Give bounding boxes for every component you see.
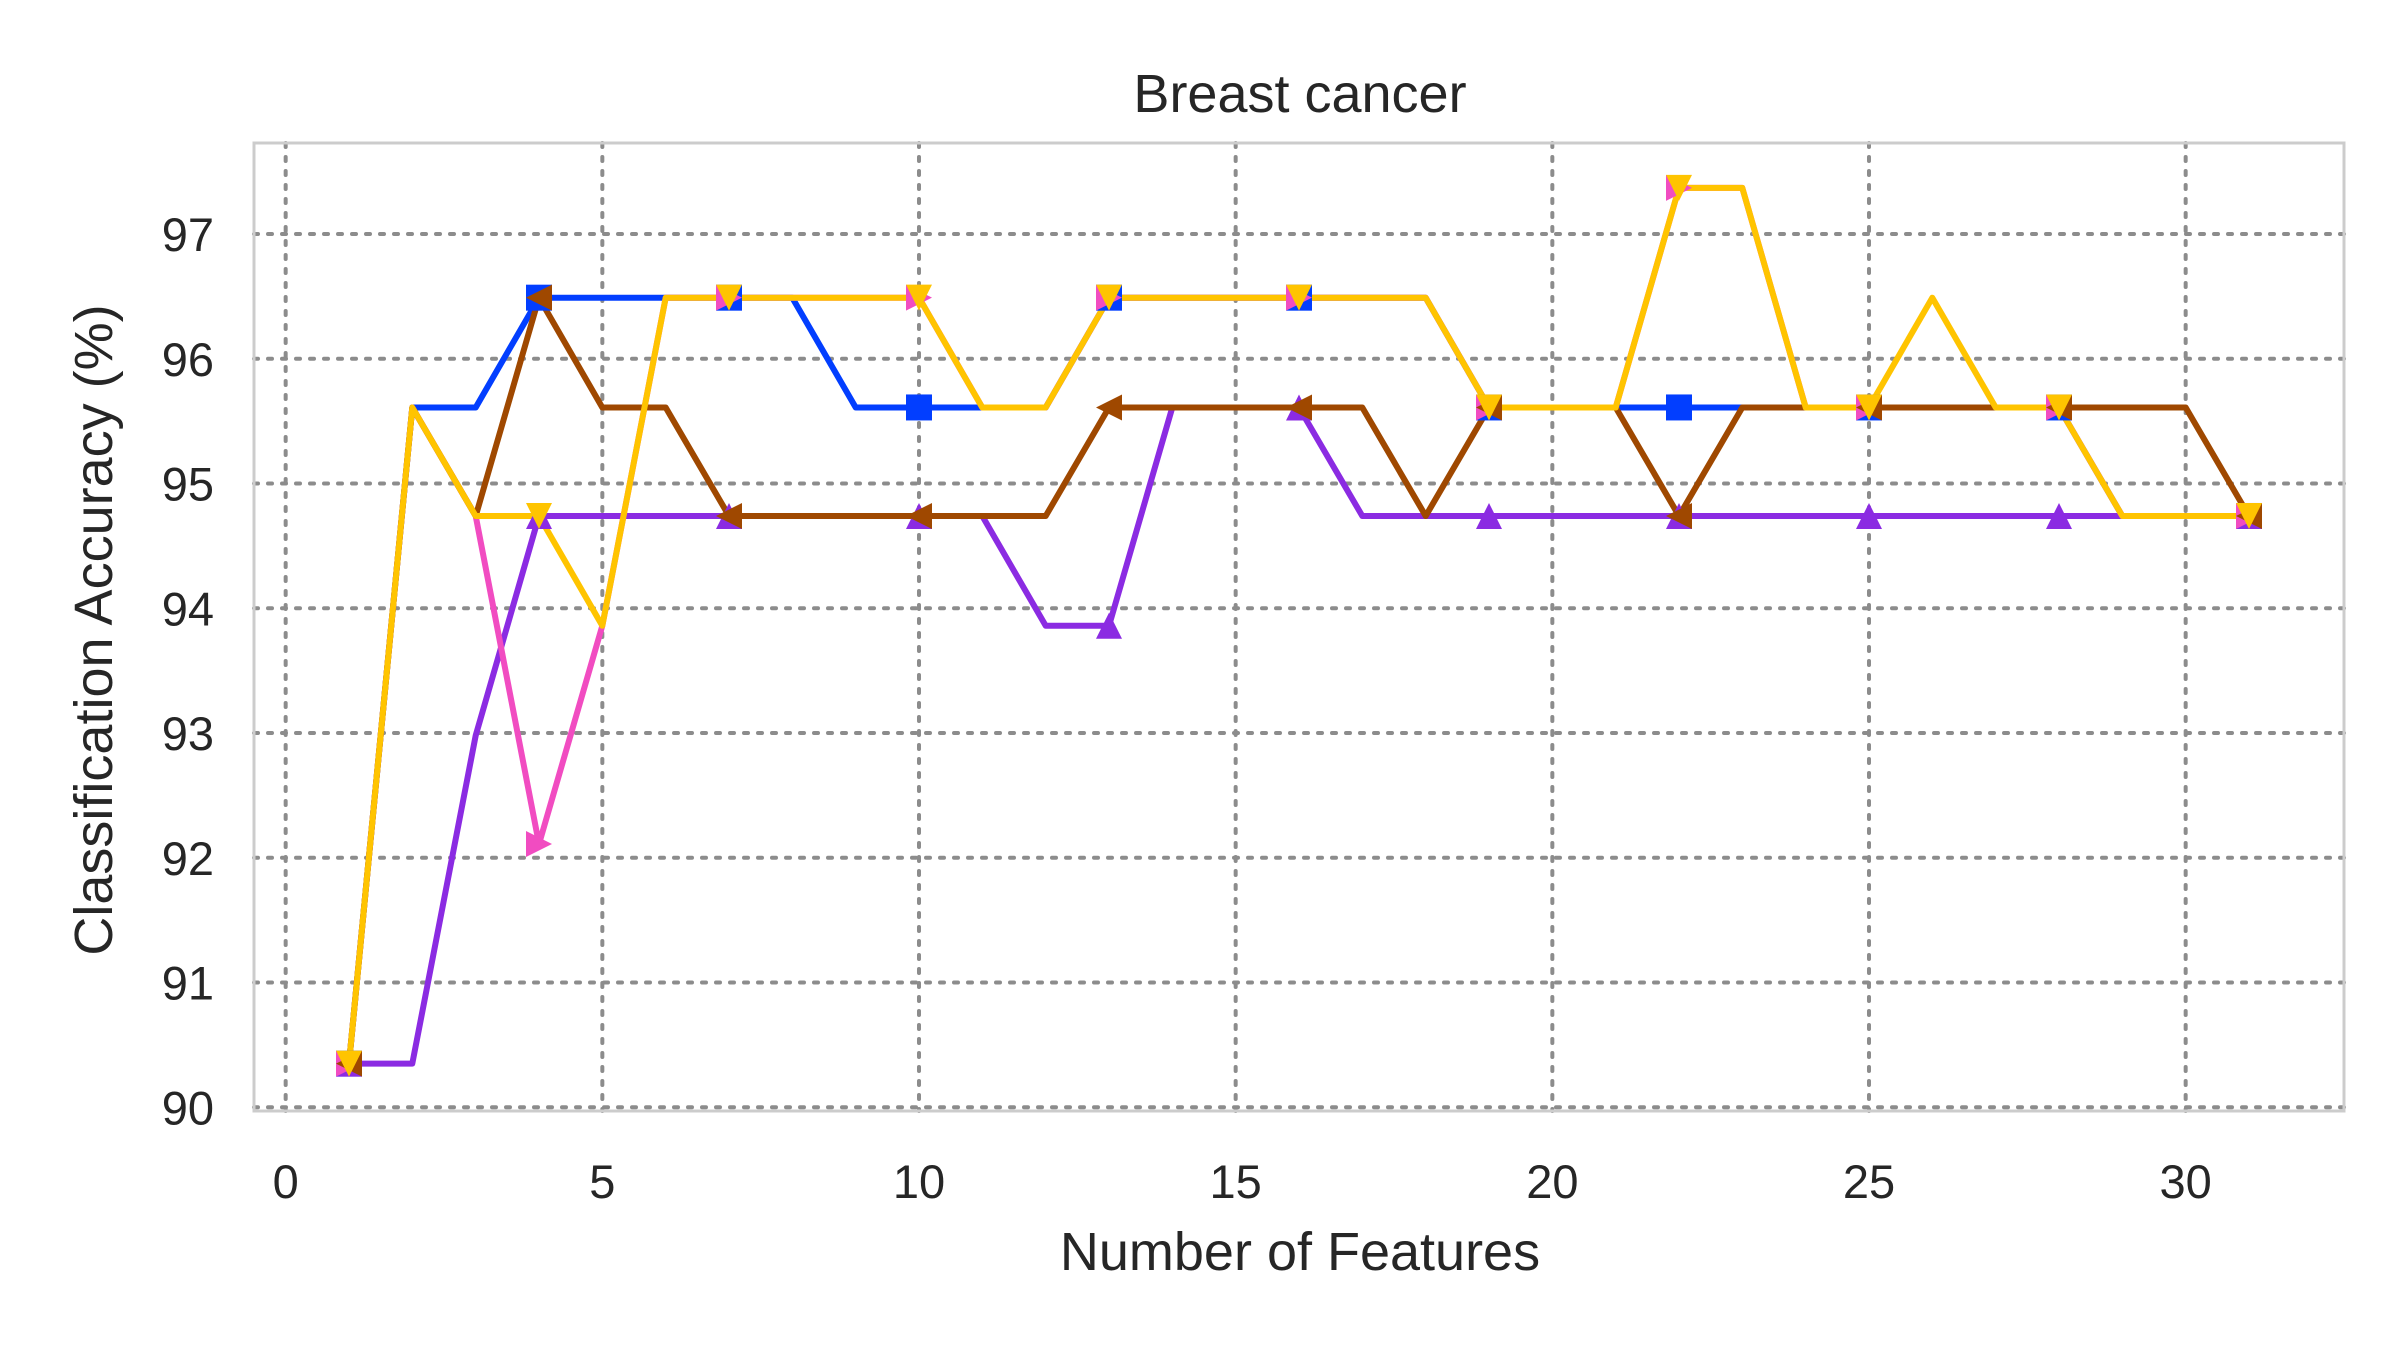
x-tick-label: 25 bbox=[1843, 1155, 1895, 1208]
y-tick-label: 95 bbox=[162, 458, 214, 511]
y-tick-label: 94 bbox=[162, 582, 214, 635]
x-tick-label: 30 bbox=[2160, 1155, 2212, 1208]
series-2-line bbox=[346, 184, 2249, 1064]
plot-frame bbox=[252, 141, 2346, 1113]
series-3-marker bbox=[1096, 394, 1122, 421]
series-1-marker bbox=[2046, 502, 2072, 529]
series-1-line bbox=[349, 404, 2249, 1067]
y-tick-label: 97 bbox=[162, 208, 214, 261]
y-axis-label: Classification Accuracy (%) bbox=[64, 304, 124, 955]
series-4-line bbox=[346, 184, 2249, 1064]
series-4-marker bbox=[1856, 394, 1882, 421]
grid-lines bbox=[252, 141, 2346, 1113]
x-tick-label: 20 bbox=[1526, 1155, 1578, 1208]
series-markers bbox=[336, 174, 2262, 1077]
series-3-marker bbox=[1286, 394, 1312, 421]
x-tick-label: 10 bbox=[893, 1155, 945, 1208]
series-lines bbox=[346, 184, 2252, 1067]
x-tick-label: 0 bbox=[273, 1155, 299, 1208]
series-4-marker bbox=[906, 284, 932, 311]
series-1-marker bbox=[1476, 502, 1502, 529]
series-4-marker bbox=[716, 284, 742, 311]
x-tick-label: 5 bbox=[589, 1155, 615, 1208]
series-4-marker bbox=[1286, 284, 1312, 311]
x-axis-label: Number of Features bbox=[1060, 1222, 1540, 1282]
x-tick-label: 15 bbox=[1210, 1155, 1262, 1208]
series-4-marker bbox=[1666, 174, 1692, 201]
series-3-marker bbox=[716, 502, 742, 529]
series-3-marker bbox=[1666, 502, 1692, 529]
y-tick-label: 96 bbox=[162, 333, 214, 386]
axis-ticks: 0 5 10 15 20 25 30 90 91 92 93 94 95 96 97 bbox=[162, 208, 2212, 1208]
series-4-marker bbox=[2236, 502, 2262, 529]
series-4-marker bbox=[1476, 394, 1502, 421]
y-tick-label: 92 bbox=[162, 832, 214, 885]
y-tick-label: 93 bbox=[162, 707, 214, 760]
series-0-marker bbox=[906, 394, 932, 421]
series-1-marker bbox=[1096, 612, 1122, 639]
series-3-marker bbox=[906, 502, 932, 529]
series-2-marker bbox=[526, 831, 552, 858]
series-3-marker bbox=[526, 284, 552, 311]
series-1-marker bbox=[1856, 502, 1882, 529]
series-4-marker bbox=[2046, 394, 2072, 421]
y-tick-label: 91 bbox=[162, 957, 214, 1010]
series-4-marker bbox=[526, 502, 552, 529]
series-4-marker bbox=[336, 1050, 362, 1077]
chart-title: Breast cancer bbox=[1133, 64, 1466, 124]
series-4-marker bbox=[1096, 284, 1122, 311]
series-0-marker bbox=[1666, 394, 1692, 421]
y-tick-label: 90 bbox=[162, 1081, 214, 1134]
